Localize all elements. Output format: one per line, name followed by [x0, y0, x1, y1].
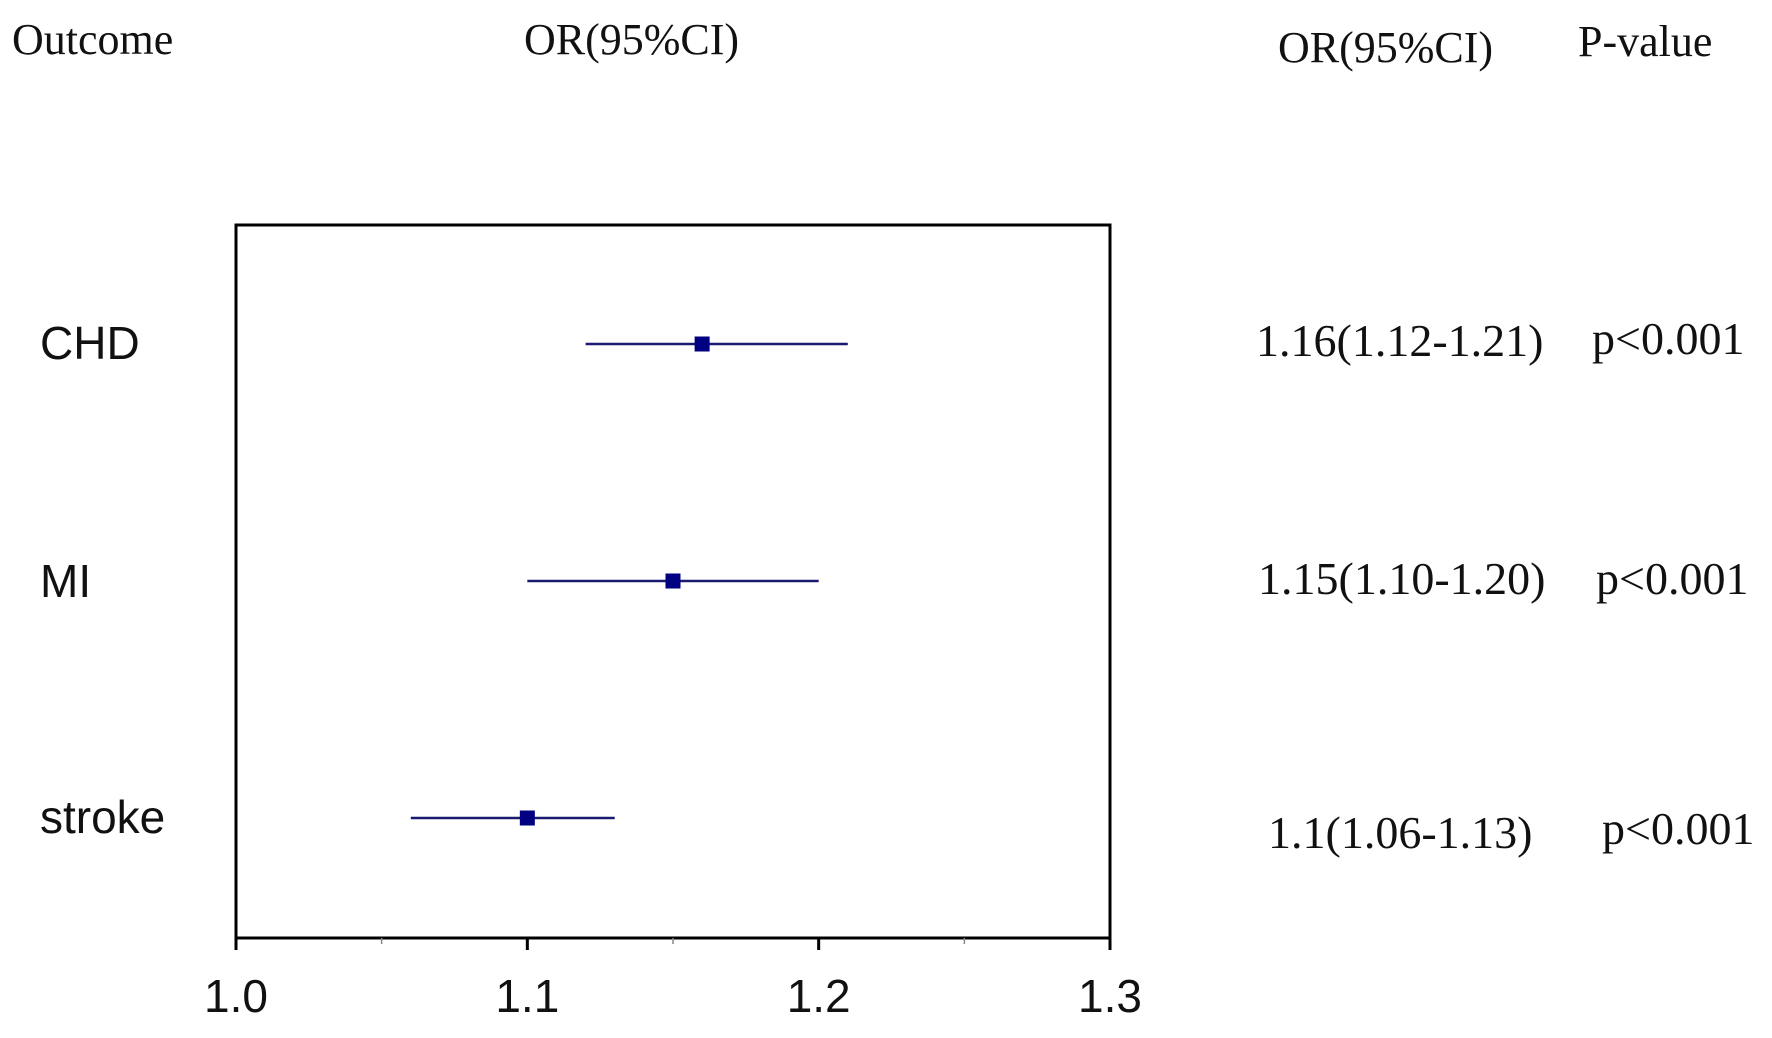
outcome-label-chd: CHD: [40, 317, 140, 369]
x-tick-label: 1.0: [204, 970, 268, 1022]
or-text-header: OR(95%CI): [1278, 23, 1494, 72]
x-tick-label: 1.2: [787, 970, 851, 1022]
or-plot-header: OR(95%CI): [524, 15, 740, 64]
or-marker-mi: [665, 573, 681, 589]
or-marker-chd: [694, 336, 710, 352]
forest-rows: [410, 336, 848, 826]
p-value-stroke: p<0.001: [1602, 803, 1755, 854]
pvalue-header: P-value: [1578, 17, 1713, 66]
x-axis-tick-labels: 1.0 1.1 1.2 1.3: [204, 970, 1142, 1022]
x-axis-ticks: [234, 938, 1112, 950]
p-value-chd: p<0.001: [1592, 313, 1745, 364]
outcome-label-stroke: stroke: [40, 791, 166, 843]
p-value-mi: p<0.001: [1596, 553, 1749, 604]
outcome-header: Outcome: [12, 15, 174, 64]
or-marker-stroke: [519, 810, 535, 826]
or-text-chd: 1.16(1.12-1.21): [1256, 315, 1544, 366]
or-text-stroke: 1.1(1.06-1.13): [1268, 807, 1533, 858]
outcome-label-mi: MI: [40, 555, 92, 607]
or-text-mi: 1.15(1.10-1.20): [1258, 553, 1546, 604]
x-tick-label: 1.1: [495, 970, 559, 1022]
x-tick-label: 1.3: [1078, 970, 1142, 1022]
